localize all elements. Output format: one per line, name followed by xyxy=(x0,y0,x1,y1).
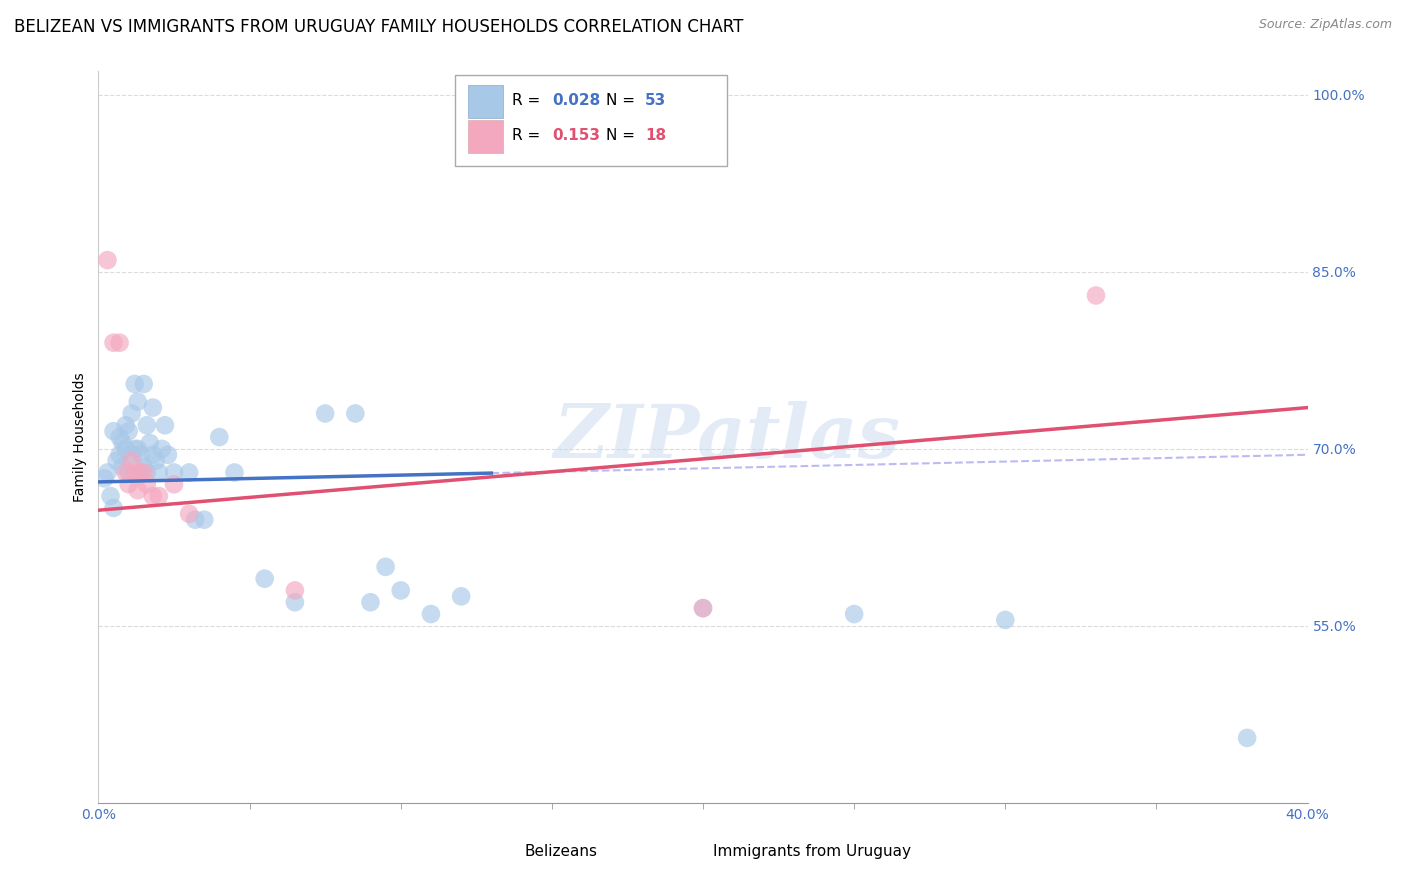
Point xyxy=(127,394,149,409)
Point xyxy=(96,253,118,268)
Point xyxy=(124,376,146,391)
Point xyxy=(844,607,866,621)
Point xyxy=(121,407,143,421)
Point xyxy=(163,477,186,491)
Point xyxy=(93,471,115,485)
Point xyxy=(118,424,141,438)
Point xyxy=(111,459,134,474)
Point xyxy=(156,448,179,462)
Point xyxy=(135,477,157,491)
Point xyxy=(108,335,131,350)
Point xyxy=(103,500,125,515)
Text: 0.028: 0.028 xyxy=(551,93,600,108)
Point xyxy=(163,466,186,480)
Point xyxy=(208,430,231,444)
Point xyxy=(135,418,157,433)
Text: Belizeans: Belizeans xyxy=(524,845,598,859)
Point xyxy=(1085,288,1108,302)
Point xyxy=(132,466,155,480)
Text: N =: N = xyxy=(606,93,640,108)
Point xyxy=(450,590,472,604)
Point xyxy=(103,335,125,350)
Text: ZIPatlas: ZIPatlas xyxy=(554,401,901,474)
Point xyxy=(108,448,131,462)
Text: Immigrants from Uruguay: Immigrants from Uruguay xyxy=(713,845,911,859)
Point xyxy=(129,448,152,462)
Point xyxy=(153,418,176,433)
Point xyxy=(105,453,128,467)
Point xyxy=(224,466,246,480)
Point xyxy=(360,595,382,609)
FancyBboxPatch shape xyxy=(468,85,503,118)
Point xyxy=(374,559,396,574)
Point xyxy=(314,407,336,421)
Point xyxy=(179,466,201,480)
Point xyxy=(142,448,165,462)
Point xyxy=(142,401,165,415)
Point xyxy=(148,466,170,480)
Point xyxy=(103,424,125,438)
Point xyxy=(114,442,136,456)
Point xyxy=(121,448,143,462)
Text: R =: R = xyxy=(512,93,546,108)
Point xyxy=(253,572,276,586)
Point xyxy=(124,442,146,456)
Point xyxy=(284,583,307,598)
Point xyxy=(692,601,714,615)
Point xyxy=(118,466,141,480)
Point xyxy=(111,436,134,450)
Text: Source: ZipAtlas.com: Source: ZipAtlas.com xyxy=(1258,18,1392,31)
Point xyxy=(135,466,157,480)
Text: BELIZEAN VS IMMIGRANTS FROM URUGUAY FAMILY HOUSEHOLDS CORRELATION CHART: BELIZEAN VS IMMIGRANTS FROM URUGUAY FAMI… xyxy=(14,18,744,36)
Point xyxy=(132,376,155,391)
Point xyxy=(344,407,367,421)
Point xyxy=(118,477,141,491)
Point xyxy=(389,583,412,598)
Point xyxy=(100,489,122,503)
Text: 18: 18 xyxy=(645,128,666,144)
Point xyxy=(420,607,443,621)
Point xyxy=(139,436,162,450)
Text: 0.153: 0.153 xyxy=(551,128,600,144)
FancyBboxPatch shape xyxy=(477,838,517,866)
FancyBboxPatch shape xyxy=(456,75,727,167)
Point xyxy=(692,601,714,615)
Text: 53: 53 xyxy=(645,93,666,108)
Point xyxy=(994,613,1017,627)
Point xyxy=(108,430,131,444)
Text: R =: R = xyxy=(512,128,546,144)
Y-axis label: Family Households: Family Households xyxy=(73,372,87,502)
Point xyxy=(96,466,118,480)
FancyBboxPatch shape xyxy=(468,120,503,153)
Point xyxy=(121,453,143,467)
Point xyxy=(1236,731,1258,745)
Point xyxy=(150,442,173,456)
Point xyxy=(193,513,215,527)
Point xyxy=(114,466,136,480)
Point xyxy=(284,595,307,609)
Point xyxy=(127,483,149,498)
Point xyxy=(179,507,201,521)
Point xyxy=(124,466,146,480)
Point xyxy=(129,466,152,480)
Point xyxy=(148,489,170,503)
Point xyxy=(145,453,167,467)
Point xyxy=(184,513,207,527)
FancyBboxPatch shape xyxy=(664,838,706,866)
Point xyxy=(114,418,136,433)
Point xyxy=(132,459,155,474)
Text: N =: N = xyxy=(606,128,640,144)
Point xyxy=(129,466,152,480)
Point xyxy=(127,442,149,456)
Point xyxy=(142,489,165,503)
